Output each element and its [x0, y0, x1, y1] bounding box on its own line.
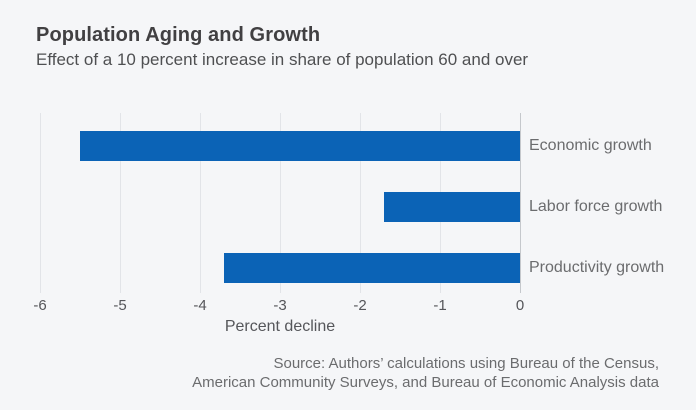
bar: [384, 192, 520, 222]
x-tick-label: -5: [113, 297, 127, 314]
x-tick-label: -3: [273, 297, 287, 314]
gridline: [39, 113, 41, 293]
plot-area: [39, 113, 521, 293]
x-axis-label: Percent decline: [224, 318, 336, 335]
x-tick-label: -1: [433, 297, 447, 314]
bar: [224, 253, 520, 283]
category-label: Labor force growth: [529, 198, 663, 215]
source-line-2: American Community Surveys, and Bureau o…: [192, 374, 659, 391]
gridline: [119, 113, 121, 293]
x-tick-label: 0: [515, 297, 525, 314]
source-line-1: Source: Authors’ calculations using Bure…: [273, 355, 659, 372]
x-tick-label: -4: [193, 297, 207, 314]
x-tick-label: -6: [33, 297, 47, 314]
category-label: Economic growth: [529, 137, 652, 154]
zero-axis-line: [519, 113, 521, 293]
gridline: [359, 113, 361, 293]
category-label: Productivity growth: [529, 259, 665, 276]
x-tick-label: -2: [353, 297, 367, 314]
chart-title: Population Aging and Growth: [36, 24, 321, 46]
bar: [80, 131, 520, 161]
gridline: [279, 113, 281, 293]
gridline: [199, 113, 201, 293]
chart-subtitle: Effect of a 10 percent increase in share…: [36, 50, 529, 69]
source-note: Source: Authors’ calculations using Bure…: [192, 354, 659, 392]
